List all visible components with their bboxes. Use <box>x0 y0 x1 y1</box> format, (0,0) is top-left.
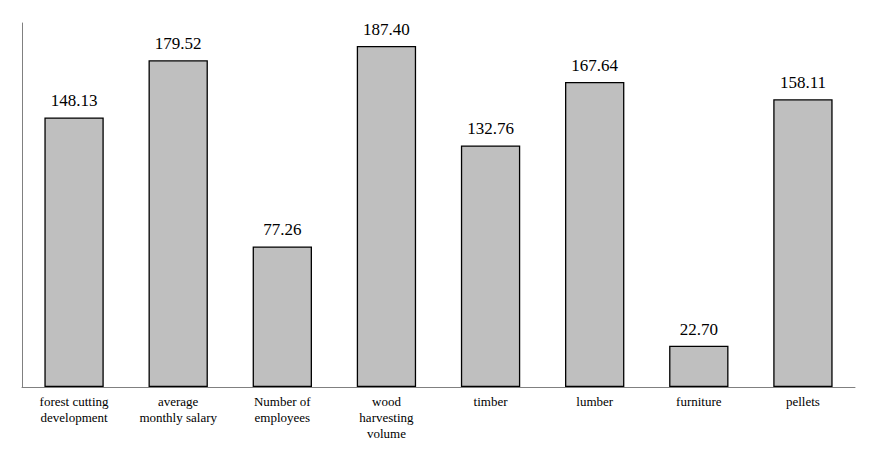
svg-text:lumber: lumber <box>576 394 613 409</box>
svg-text:pellets: pellets <box>786 394 820 409</box>
svg-text:77.26: 77.26 <box>263 220 301 239</box>
svg-text:132.76: 132.76 <box>467 119 514 138</box>
svg-text:148.13: 148.13 <box>51 91 98 110</box>
svg-text:179.52: 179.52 <box>155 34 202 53</box>
svg-text:employees: employees <box>255 410 311 425</box>
svg-text:timber: timber <box>474 394 509 409</box>
svg-text:158.11: 158.11 <box>780 73 826 92</box>
svg-text:Number of: Number of <box>254 394 311 409</box>
svg-text:volume: volume <box>367 426 406 441</box>
svg-text:22.70: 22.70 <box>680 320 718 339</box>
svg-text:monthly salary: monthly salary <box>139 410 217 425</box>
svg-text:furniture: furniture <box>676 394 722 409</box>
svg-text:harvesting: harvesting <box>359 410 414 425</box>
svg-text:average: average <box>158 394 199 409</box>
svg-text:forest cutting: forest cutting <box>40 394 109 409</box>
svg-text:development: development <box>40 410 108 425</box>
svg-text:167.64: 167.64 <box>571 56 618 75</box>
svg-text:187.40: 187.40 <box>363 20 410 39</box>
svg-text:wood: wood <box>372 394 401 409</box>
